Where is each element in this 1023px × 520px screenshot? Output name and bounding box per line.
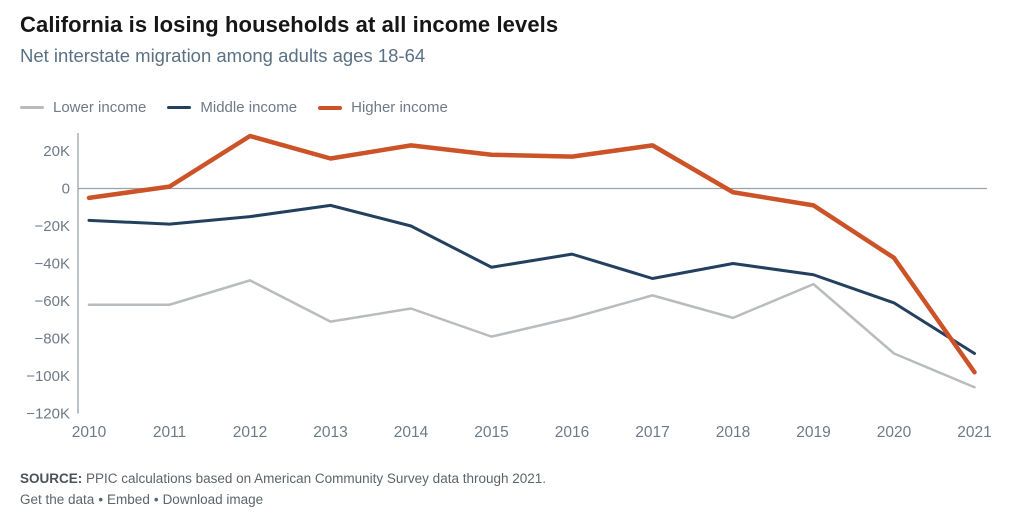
link-separator: • (98, 492, 104, 507)
legend-label-lower-income: Lower income (53, 99, 147, 116)
x-axis-tick-label: 2018 (716, 424, 750, 441)
x-axis-tick-label: 2016 (555, 424, 589, 441)
x-axis-tick-label: 2015 (474, 424, 508, 441)
chart-subtitle: Net interstate migration among adults ag… (20, 45, 426, 66)
legend-item-higher-income: Higher income (318, 99, 448, 116)
x-axis-tick-label: 2019 (796, 424, 830, 441)
y-axis-tick-label: −80K (35, 331, 70, 348)
legend-item-lower-income: Lower income (20, 99, 146, 116)
x-axis-tick-label: 2020 (877, 424, 912, 441)
y-axis-tick-label: −120K (26, 406, 70, 423)
legend-swatch-middle-income (167, 106, 192, 109)
legend-swatch-lower-income (20, 106, 44, 109)
series-line-middle-income (87, 203, 976, 355)
x-axis-tick-label: 2017 (635, 424, 669, 441)
x-axis-tick-label: 2014 (394, 424, 429, 441)
source-label: SOURCE: (20, 471, 83, 486)
source-line: SOURCE: PPIC calculations based on Ameri… (20, 468, 546, 489)
x-axis-tick-label: 2013 (313, 424, 347, 441)
source-text: PPIC calculations based on American Comm… (86, 471, 547, 486)
get-the-data-link[interactable]: Get the data (20, 492, 95, 507)
chart-title: California is losing households at all i… (20, 12, 559, 37)
y-axis-tick-label: 20K (43, 143, 70, 160)
legend-label-higher-income: Higher income (351, 99, 448, 116)
footer: SOURCE: PPIC calculations based on Ameri… (20, 468, 546, 510)
legend-swatch-higher-income (318, 105, 343, 110)
footer-links: Get the data • Embed • Download image (20, 489, 546, 510)
y-axis-tick-label: −60K (35, 293, 70, 310)
legend-item-middle-income: Middle income (167, 99, 297, 116)
y-axis-tick-label: 0 (62, 181, 70, 198)
y-axis-tick-label: −20K (35, 218, 70, 235)
series-line-lower-income (87, 279, 976, 389)
y-axis-tick-label: −100K (26, 368, 70, 385)
x-axis-tick-label: 2011 (153, 424, 186, 441)
download-image-link[interactable]: Download image (162, 492, 264, 507)
legend: Lower income Middle income Higher income (20, 99, 448, 116)
link-separator: • (153, 492, 159, 507)
x-axis-tick-label: 2021 (957, 424, 991, 441)
embed-link[interactable]: Embed (107, 492, 150, 507)
series-line-higher-income (86, 133, 977, 375)
x-axis-tick-label: 2010 (72, 424, 107, 441)
y-axis-tick-label: −40K (35, 256, 70, 273)
x-axis-tick-label: 2012 (233, 424, 267, 441)
legend-label-middle-income: Middle income (200, 99, 298, 116)
